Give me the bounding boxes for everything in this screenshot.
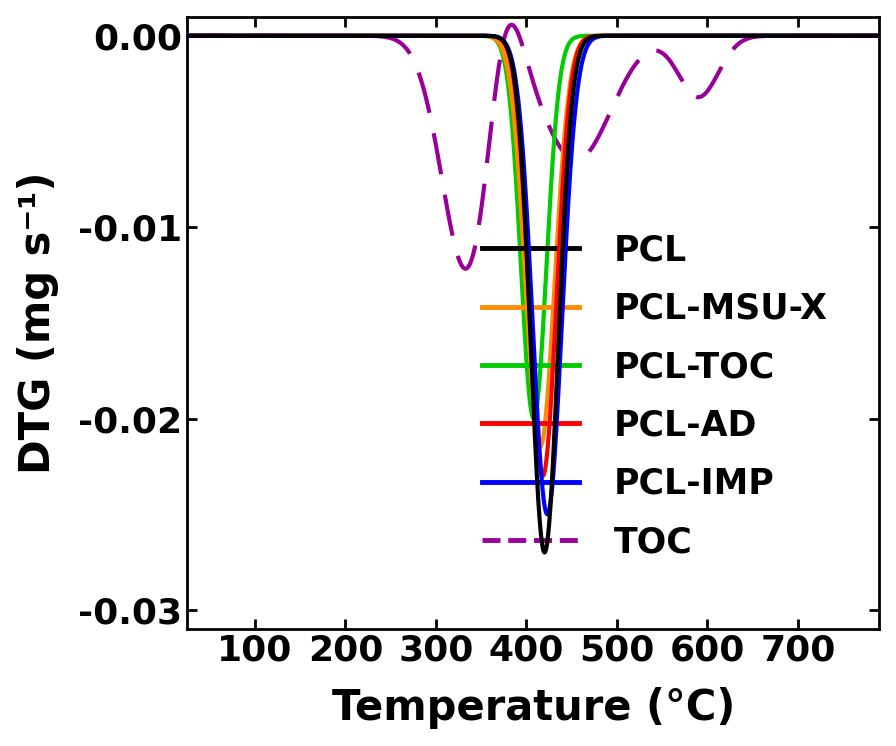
PCL-MSU-X — [860, 31, 871, 40]
PCL-IMP — [542, 510, 553, 518]
PCL — [447, 31, 458, 40]
PCL-MSU-X — [535, 443, 546, 452]
Line: TOC: TOC — [187, 25, 879, 269]
PCL-TOC — [302, 31, 313, 40]
PCL-MSU-X — [302, 31, 313, 40]
TOC — [478, 192, 488, 201]
PCL-IMP — [182, 31, 193, 40]
PCL-AD — [538, 471, 548, 480]
Line: PCL-IMP: PCL-IMP — [187, 36, 879, 514]
PCL-MSU-X — [874, 31, 884, 40]
PCL — [302, 31, 313, 40]
TOC — [787, 31, 797, 40]
PCL-AD — [860, 31, 871, 40]
PCL-TOC — [528, 414, 538, 423]
TOC — [861, 31, 872, 40]
PCL-MSU-X — [182, 31, 193, 40]
PCL-MSU-X — [447, 31, 458, 40]
TOC — [874, 31, 884, 40]
PCL-IMP — [860, 31, 871, 40]
PCL-IMP — [261, 31, 271, 40]
PCL — [478, 31, 488, 40]
Y-axis label: DTG (mg s⁻¹): DTG (mg s⁻¹) — [17, 172, 58, 474]
TOC — [460, 264, 470, 273]
PCL-TOC — [478, 31, 488, 40]
PCL-AD — [874, 31, 884, 40]
PCL-MSU-X — [478, 31, 488, 40]
PCL-AD — [182, 31, 193, 40]
PCL-TOC — [874, 31, 884, 40]
Line: PCL: PCL — [187, 36, 879, 553]
PCL-AD — [302, 31, 313, 40]
TOC — [182, 31, 193, 40]
PCL-AD — [478, 31, 488, 40]
PCL-IMP — [874, 31, 884, 40]
PCL — [182, 31, 193, 40]
PCL-MSU-X — [786, 31, 797, 40]
PCL — [860, 31, 871, 40]
Legend: PCL, PCL-MSU-X, PCL-TOC, PCL-AD, PCL-IMP, TOC: PCL, PCL-MSU-X, PCL-TOC, PCL-AD, PCL-IMP… — [468, 220, 841, 573]
PCL-TOC — [860, 31, 871, 40]
PCL-IMP — [447, 31, 458, 40]
PCL-AD — [261, 31, 271, 40]
PCL — [261, 31, 271, 40]
PCL-IMP — [302, 31, 313, 40]
PCL-TOC — [261, 31, 271, 40]
PCL-AD — [447, 31, 458, 40]
PCL-IMP — [478, 31, 488, 40]
TOC — [447, 231, 458, 240]
TOC — [302, 31, 313, 40]
PCL-MSU-X — [261, 31, 271, 40]
PCL — [539, 548, 550, 557]
Line: PCL-AD: PCL-AD — [187, 36, 879, 476]
TOC — [261, 31, 271, 40]
Line: PCL-TOC: PCL-TOC — [187, 36, 879, 419]
TOC — [506, 20, 517, 29]
PCL — [786, 31, 797, 40]
X-axis label: Temperature (°C): Temperature (°C) — [332, 687, 735, 730]
PCL-IMP — [786, 31, 797, 40]
PCL-TOC — [786, 31, 797, 40]
PCL — [874, 31, 884, 40]
PCL-TOC — [447, 31, 458, 40]
Line: PCL-MSU-X: PCL-MSU-X — [187, 36, 879, 448]
PCL-AD — [786, 31, 797, 40]
PCL-TOC — [182, 31, 193, 40]
